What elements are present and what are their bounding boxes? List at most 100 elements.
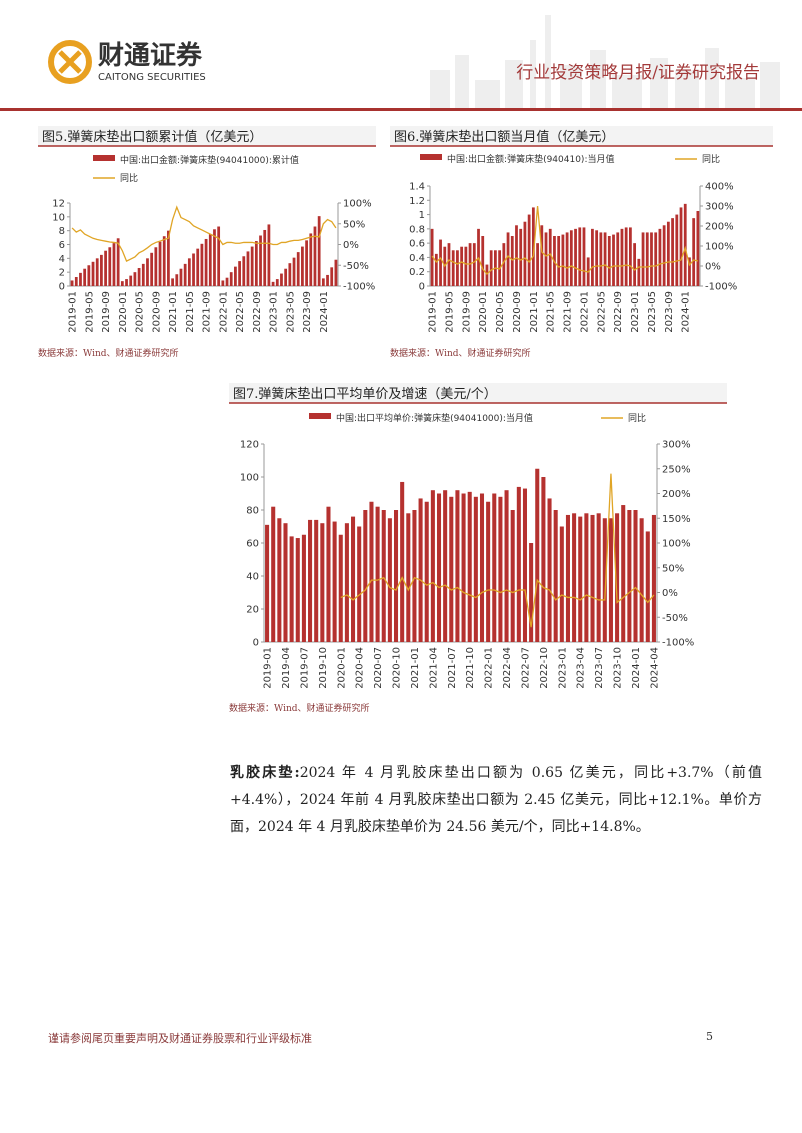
bar — [162, 236, 166, 286]
y2-tick-label: 150% — [662, 514, 691, 525]
y2-tick-label: 50% — [662, 563, 684, 574]
x-tick-label: 2021-04 — [428, 647, 439, 689]
bar — [464, 246, 468, 286]
chart-title: 图5.弹簧床垫出口额累计值（亿美元） — [42, 129, 262, 145]
bar — [91, 261, 95, 286]
y2-tick-label: -100% — [662, 638, 694, 649]
bar — [443, 490, 448, 642]
bar — [70, 280, 74, 286]
x-tick-label: 2023-05 — [285, 291, 296, 333]
title-bar — [38, 126, 376, 146]
bar — [607, 236, 611, 286]
bar — [515, 225, 518, 286]
y-tick-label: 0.8 — [409, 224, 425, 235]
bar — [569, 230, 573, 286]
bar — [489, 250, 493, 286]
bar — [510, 236, 514, 286]
x-tick-label: 2021-05 — [185, 291, 196, 333]
y2-tick-label: 100% — [705, 242, 734, 253]
bar — [108, 247, 112, 286]
bar — [234, 266, 237, 286]
paragraph: 乳胶床垫:2024 年 4 月乳胶床垫出口额为 0.65 亿美元，同比+3.7%… — [230, 760, 762, 841]
bar — [492, 493, 497, 642]
bar — [688, 257, 691, 286]
bar — [485, 264, 489, 286]
bar — [527, 214, 531, 286]
y2-tick-label: 200% — [662, 489, 691, 500]
y2-tick-label: 0% — [343, 240, 359, 251]
bar — [179, 268, 183, 286]
chart-title: 图7.弹簧床垫出口平均单价及增速（美元/个） — [233, 386, 497, 402]
bar — [595, 230, 599, 286]
bar — [472, 243, 476, 286]
x-tick-label: 2019-01 — [428, 291, 439, 333]
y2-tick-label: 200% — [705, 222, 734, 233]
bar — [250, 246, 254, 286]
bar — [213, 229, 216, 286]
bar — [175, 274, 179, 286]
bar — [79, 272, 82, 286]
bar — [338, 534, 343, 642]
bar — [238, 261, 241, 286]
bar — [544, 232, 548, 286]
legend-label: 同比 — [628, 412, 646, 424]
bar — [313, 226, 317, 286]
bar — [430, 490, 435, 642]
x-tick-label: 2023-01 — [269, 291, 280, 333]
bar — [369, 501, 374, 642]
x-tick-label: 2022-09 — [613, 291, 624, 333]
x-tick-label: 2024-01 — [631, 647, 642, 689]
y-tick-label: 1.2 — [409, 196, 425, 207]
bar — [150, 252, 154, 286]
bar — [628, 227, 632, 286]
x-tick-label: 2020-05 — [135, 291, 146, 333]
bar — [596, 513, 601, 642]
bar — [658, 228, 662, 286]
bar — [187, 258, 191, 286]
bar — [95, 258, 99, 286]
bar — [434, 253, 438, 286]
bar — [561, 234, 565, 286]
bar — [591, 228, 594, 286]
bar — [692, 218, 696, 286]
x-tick-label: 2021-05 — [546, 291, 557, 333]
bar — [309, 233, 313, 286]
bar — [451, 250, 455, 286]
bar — [510, 510, 515, 642]
x-tick-label: 2019-05 — [84, 291, 95, 333]
bar — [615, 513, 620, 642]
header: 财通证券 CAITONG SECURITIES 行业投资策略月报/证券研究报告 — [0, 15, 802, 111]
bar — [424, 501, 429, 642]
bar — [486, 501, 491, 642]
x-tick-label: 2020-07 — [373, 647, 384, 689]
bar — [242, 256, 246, 286]
y2-tick-label: 100% — [662, 539, 691, 550]
x-tick-label: 2020-04 — [355, 647, 366, 689]
bar — [572, 513, 577, 642]
bar — [498, 496, 503, 642]
bar — [645, 531, 650, 642]
x-tick-label: 2022-09 — [252, 291, 263, 333]
bar — [406, 513, 411, 642]
bar — [229, 272, 233, 286]
y-tick-label: 1.4 — [409, 182, 425, 193]
bar — [574, 228, 577, 286]
bar — [330, 267, 334, 286]
x-tick-label: 2022-05 — [235, 291, 246, 333]
title-bar — [229, 383, 727, 403]
chart: 图6.弹簧床垫出口额当月值（亿美元） 0 0.2 0.4 0.6 0.8 1 1.2 1.4 -1… — [390, 126, 773, 333]
bar — [305, 240, 308, 286]
bar — [456, 250, 459, 286]
source-note: 数据来源：Wind、财通证券研究所 — [390, 349, 531, 359]
bar — [320, 523, 325, 642]
bar — [154, 247, 158, 286]
bar — [519, 228, 523, 286]
x-tick-label: 2023-05 — [647, 291, 658, 333]
bar — [375, 506, 380, 642]
bar — [541, 477, 546, 642]
legend-label: 中国:出口金额:弹簧床垫(940410):当月值 — [447, 153, 614, 165]
x-tick-label: 2020-01 — [478, 291, 489, 333]
bar — [603, 232, 607, 286]
bar — [381, 510, 386, 642]
legend-label: 中国:出口金额:弹簧床垫(94041000):累计值 — [120, 154, 299, 166]
